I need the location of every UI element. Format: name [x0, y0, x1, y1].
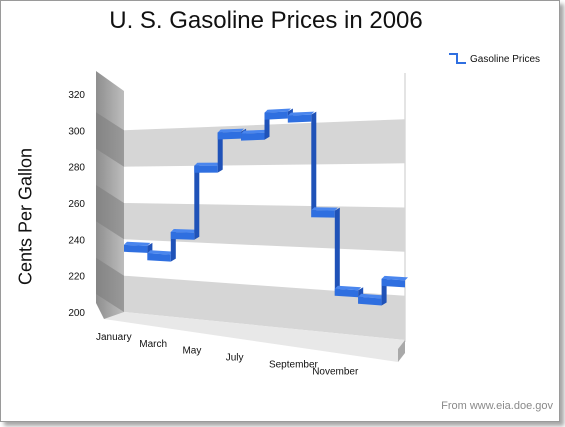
chart-title: U. S. Gasoline Prices in 2006: [109, 7, 423, 34]
y-tick-label: 280: [68, 163, 85, 174]
series-step-top: [241, 129, 268, 134]
series-step-front: [217, 131, 242, 140]
series-step-riser: [194, 162, 200, 240]
series-step-top: [194, 162, 221, 166]
series-step-top: [358, 293, 385, 299]
series-step-riser: [334, 207, 340, 296]
series-step-front: [264, 111, 288, 120]
x-tick-label: March: [139, 339, 167, 350]
series-step-front: [358, 296, 382, 306]
series-step-front: [241, 132, 265, 141]
series-step-top: [147, 250, 174, 255]
legend-entry-gasoline-prices: Gasoline Prices: [470, 54, 541, 65]
grid-band: [124, 275, 405, 340]
grid-band: [124, 203, 405, 252]
floor-edge: [398, 340, 405, 362]
x-tick-label: November: [312, 366, 359, 377]
y-tick-label: 200: [68, 308, 85, 319]
x-tick-label: July: [226, 353, 244, 364]
grid-band-wall: [96, 257, 124, 312]
grid-band-wall: [96, 112, 124, 167]
legend: Gasoline Prices: [448, 49, 548, 69]
series-step-front: [194, 165, 218, 173]
x-tick-label: September: [269, 359, 319, 370]
series-step-front: [147, 253, 171, 262]
series-step-top: [381, 275, 408, 281]
y-tick-label: 220: [68, 272, 85, 283]
series-step-front: [311, 210, 335, 218]
y-tick-label: 240: [68, 235, 85, 246]
grid-band-wall: [96, 185, 124, 240]
y-tick-label: 300: [68, 126, 85, 137]
series-step-top: [287, 111, 315, 116]
y-tick-label: 320: [68, 90, 85, 101]
series-step-top: [170, 229, 198, 233]
series-step-front: [334, 288, 359, 298]
grid-band: [124, 119, 405, 167]
floor: [104, 312, 405, 362]
series-step-top: [217, 128, 245, 133]
plot-area: 200 220 240 260 280 300 320 January March May Jul…: [68, 71, 408, 377]
source-note: From www.eia.doe.gov: [441, 400, 553, 412]
series-step-front: [170, 232, 195, 240]
y-tick-label: 260: [68, 199, 85, 210]
series-step-top: [124, 241, 151, 246]
series-step-top: [334, 285, 362, 291]
series-step-top: [264, 108, 291, 113]
x-tick-label: May: [182, 346, 201, 357]
series-step-riser: [311, 111, 317, 218]
series-step-front: [287, 114, 312, 123]
legend-step-icon: [449, 53, 466, 64]
chart-frame: U. S. Gasoline Prices in 2006 Cents Per …: [0, 0, 560, 422]
series-step-front: [124, 244, 148, 253]
series-step-riser: [217, 129, 223, 173]
series-step-top: [311, 207, 338, 211]
series-step-front: [381, 278, 405, 288]
x-tick-label: January: [96, 332, 132, 343]
